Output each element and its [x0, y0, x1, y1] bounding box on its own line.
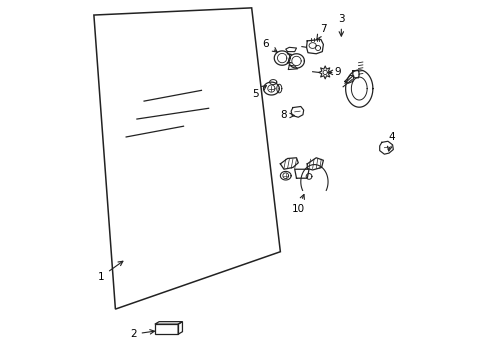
Text: 2: 2 [130, 329, 154, 339]
Text: 5: 5 [251, 86, 266, 99]
Text: 4: 4 [386, 132, 394, 151]
Text: 7: 7 [316, 24, 326, 40]
Text: 1: 1 [98, 261, 122, 282]
Text: 10: 10 [291, 194, 304, 214]
Text: 9: 9 [327, 67, 340, 77]
Text: 8: 8 [280, 111, 294, 121]
Text: 6: 6 [262, 39, 277, 52]
Text: 3: 3 [337, 14, 344, 36]
